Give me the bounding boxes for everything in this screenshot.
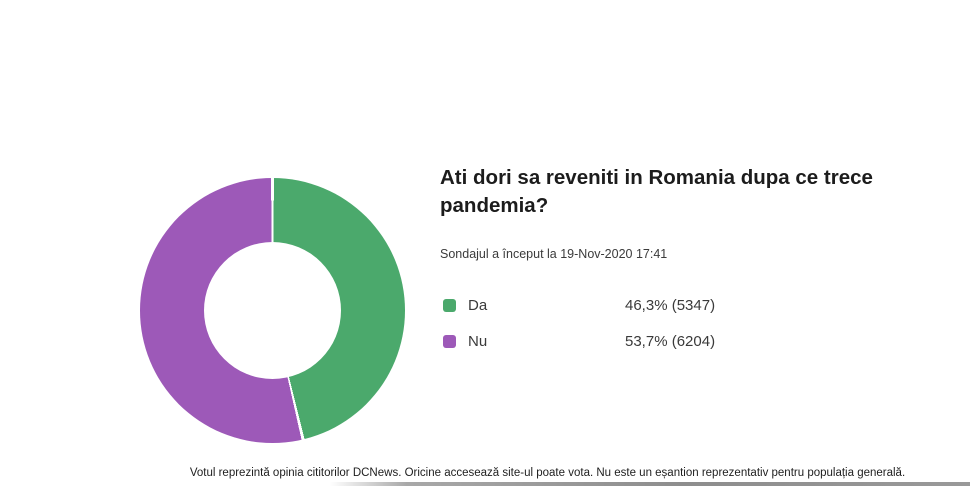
legend-item-da[interactable]: Da 46,3% (5347) bbox=[443, 296, 716, 314]
legend-swatch-da bbox=[443, 298, 456, 312]
legend-item-nu[interactable]: Nu 53,7% (6204) bbox=[443, 332, 716, 350]
legend-label-da: Da bbox=[468, 296, 488, 314]
legend-value-nu: 53,7% (6204) bbox=[625, 332, 716, 350]
donut-chart[interactable] bbox=[140, 178, 405, 443]
legend-label-nu: Nu bbox=[468, 332, 488, 350]
bottom-edge-bar bbox=[330, 482, 970, 486]
legend-value-da: 46,3% (5347) bbox=[625, 296, 716, 314]
donut-hole bbox=[204, 242, 341, 379]
poll-start-date: Sondajul a început la 19-Nov-2020 17:41 bbox=[440, 247, 668, 261]
legend-swatch-nu bbox=[443, 334, 456, 348]
poll-disclaimer: Votul reprezintă opinia cititorilor DCNe… bbox=[189, 467, 906, 479]
poll-title: Ati dori sa reveniti in Romania dupa ce … bbox=[440, 166, 873, 217]
chart-legend: Da 46,3% (5347) Nu 53,7% (6204) bbox=[443, 297, 715, 369]
